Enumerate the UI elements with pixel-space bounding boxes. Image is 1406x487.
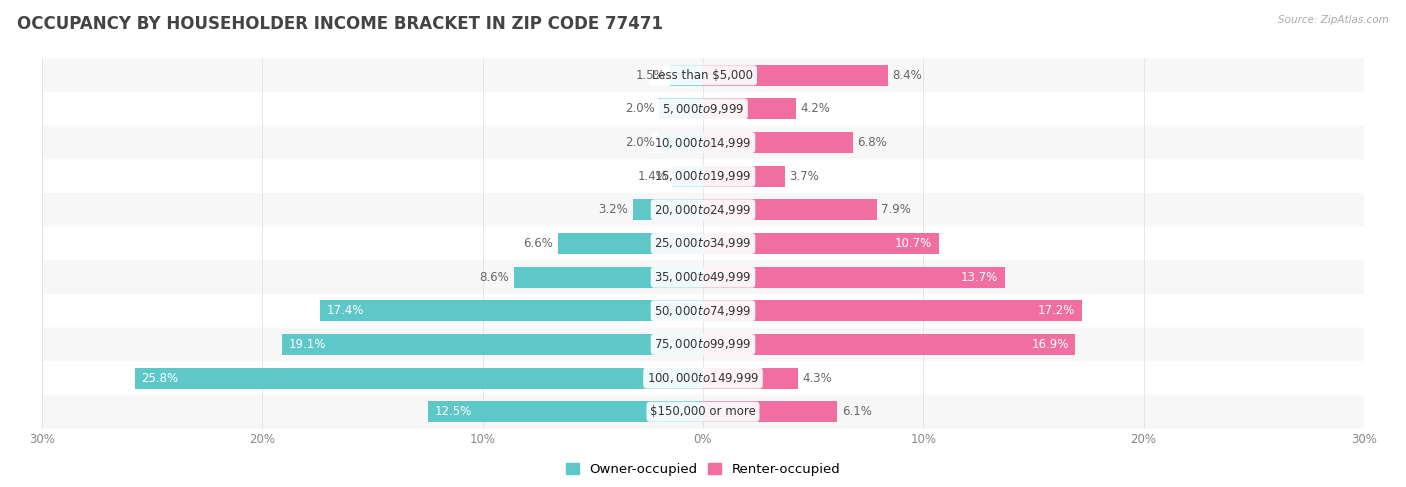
Text: $20,000 to $24,999: $20,000 to $24,999 xyxy=(654,203,752,217)
Text: 12.5%: 12.5% xyxy=(434,405,471,418)
Text: $150,000 or more: $150,000 or more xyxy=(650,405,756,418)
Text: 6.6%: 6.6% xyxy=(523,237,553,250)
Legend: Owner-occupied, Renter-occupied: Owner-occupied, Renter-occupied xyxy=(560,458,846,481)
Bar xyxy=(703,334,1076,355)
Bar xyxy=(659,98,703,119)
Text: 17.2%: 17.2% xyxy=(1038,304,1076,318)
Bar xyxy=(669,65,703,86)
FancyBboxPatch shape xyxy=(42,261,1364,294)
Text: 1.4%: 1.4% xyxy=(638,169,668,183)
FancyBboxPatch shape xyxy=(42,361,1364,395)
FancyBboxPatch shape xyxy=(42,159,1364,193)
Text: 19.1%: 19.1% xyxy=(288,338,326,351)
Bar xyxy=(672,166,703,187)
Bar xyxy=(703,199,877,220)
Bar xyxy=(703,233,939,254)
Text: $25,000 to $34,999: $25,000 to $34,999 xyxy=(654,237,752,250)
Text: 10.7%: 10.7% xyxy=(894,237,932,250)
Text: 1.5%: 1.5% xyxy=(636,69,665,82)
Text: 25.8%: 25.8% xyxy=(141,372,179,385)
FancyBboxPatch shape xyxy=(42,193,1364,226)
FancyBboxPatch shape xyxy=(42,294,1364,328)
Text: $15,000 to $19,999: $15,000 to $19,999 xyxy=(654,169,752,183)
Bar xyxy=(703,267,1005,288)
FancyBboxPatch shape xyxy=(42,395,1364,429)
FancyBboxPatch shape xyxy=(42,58,1364,92)
Text: 2.0%: 2.0% xyxy=(624,136,655,149)
Bar xyxy=(135,368,703,389)
Text: 6.1%: 6.1% xyxy=(842,405,872,418)
Text: 4.2%: 4.2% xyxy=(800,102,830,115)
Bar xyxy=(703,65,889,86)
Bar xyxy=(703,166,785,187)
Bar xyxy=(427,401,703,422)
Text: 7.9%: 7.9% xyxy=(882,204,911,216)
Text: $50,000 to $74,999: $50,000 to $74,999 xyxy=(654,304,752,318)
Text: 6.8%: 6.8% xyxy=(858,136,887,149)
Text: 3.7%: 3.7% xyxy=(789,169,818,183)
Text: $100,000 to $149,999: $100,000 to $149,999 xyxy=(647,371,759,385)
Text: Less than $5,000: Less than $5,000 xyxy=(652,69,754,82)
Text: 3.2%: 3.2% xyxy=(599,204,628,216)
FancyBboxPatch shape xyxy=(42,226,1364,261)
Text: 16.9%: 16.9% xyxy=(1031,338,1069,351)
Text: OCCUPANCY BY HOUSEHOLDER INCOME BRACKET IN ZIP CODE 77471: OCCUPANCY BY HOUSEHOLDER INCOME BRACKET … xyxy=(17,15,662,33)
Bar xyxy=(659,132,703,153)
FancyBboxPatch shape xyxy=(42,92,1364,126)
Bar xyxy=(703,98,796,119)
FancyBboxPatch shape xyxy=(42,126,1364,159)
FancyBboxPatch shape xyxy=(42,328,1364,361)
Text: 8.6%: 8.6% xyxy=(479,271,509,283)
Bar xyxy=(703,300,1081,321)
Text: 13.7%: 13.7% xyxy=(960,271,998,283)
Text: $35,000 to $49,999: $35,000 to $49,999 xyxy=(654,270,752,284)
Bar xyxy=(558,233,703,254)
Text: Source: ZipAtlas.com: Source: ZipAtlas.com xyxy=(1278,15,1389,25)
Text: $75,000 to $99,999: $75,000 to $99,999 xyxy=(654,337,752,352)
Bar xyxy=(703,401,838,422)
Bar xyxy=(633,199,703,220)
Text: $10,000 to $14,999: $10,000 to $14,999 xyxy=(654,135,752,150)
Bar xyxy=(319,300,703,321)
Text: 2.0%: 2.0% xyxy=(624,102,655,115)
Text: 4.3%: 4.3% xyxy=(801,372,832,385)
Text: 8.4%: 8.4% xyxy=(893,69,922,82)
Text: 17.4%: 17.4% xyxy=(326,304,364,318)
Bar xyxy=(703,132,853,153)
Bar xyxy=(513,267,703,288)
Text: $5,000 to $9,999: $5,000 to $9,999 xyxy=(662,102,744,116)
Bar xyxy=(283,334,703,355)
Bar xyxy=(703,368,797,389)
